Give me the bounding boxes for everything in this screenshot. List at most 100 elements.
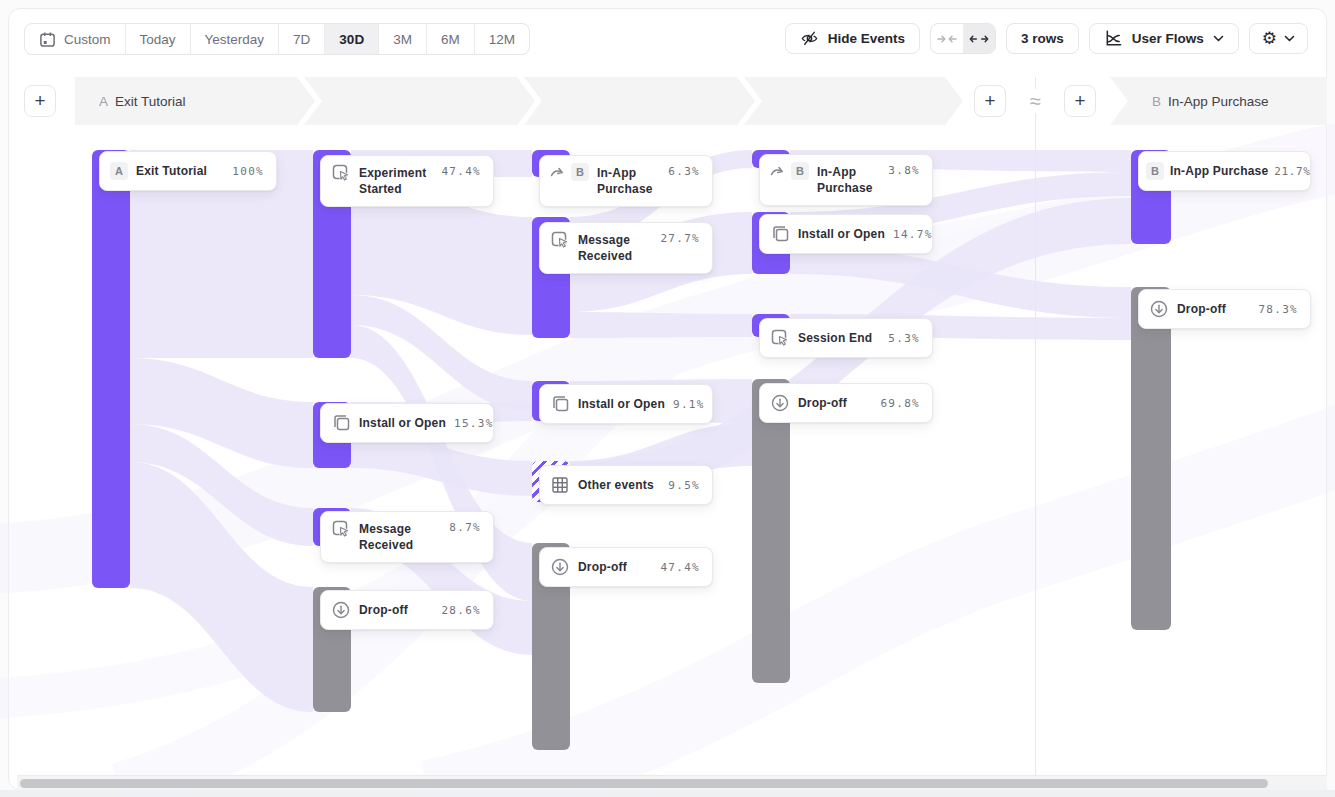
step-header-2[interactable]	[304, 77, 535, 125]
event-label: Message Received	[578, 232, 652, 264]
event-percentage: 8.7%	[449, 521, 481, 534]
flow-card-other-events[interactable]: Other events9.5%	[539, 465, 713, 505]
flow-card-message-received[interactable]: Message Received 8.7%	[320, 511, 494, 563]
event-cursor-icon	[770, 328, 790, 348]
add-step-left-button[interactable]: +	[24, 85, 56, 117]
date-range-label: 30D	[339, 32, 364, 47]
date-range-label: Today	[140, 32, 176, 47]
event-percentage: 47.4%	[441, 165, 481, 178]
event-percentage: 21.7%	[1274, 165, 1310, 178]
date-range-label: Custom	[64, 32, 111, 47]
flow-card-exit-tutorial[interactable]: A Exit Tutorial 100%	[99, 151, 277, 191]
hide-events-label: Hide Events	[828, 31, 905, 46]
step-header-4[interactable]	[744, 77, 963, 125]
view-selector-label: User Flows	[1132, 31, 1204, 46]
step-letter: A	[99, 94, 108, 109]
date-range-7d[interactable]: 7D	[278, 24, 324, 54]
step-name: In-App Purchase	[1168, 94, 1269, 109]
date-range-selector: Custom Today Yesterday 7D 30D 3M 6M12M	[24, 23, 530, 55]
drop-off-icon	[770, 393, 790, 413]
event-label: In-App Purchase	[1170, 163, 1268, 179]
horizontal-scrollbar[interactable]	[17, 775, 1327, 790]
jump-arrow-icon	[550, 165, 565, 179]
event-percentage: 78.3%	[1258, 303, 1298, 316]
step-header-exit-tutorial[interactable]: A Exit Tutorial	[75, 77, 315, 125]
event-percentage: 47.4%	[660, 561, 700, 574]
window-edge	[0, 790, 1335, 797]
width-toggle	[930, 23, 996, 54]
date-range-today[interactable]: Today	[125, 24, 190, 54]
event-percentage: 100%	[232, 165, 264, 178]
flow-card-session-end[interactable]: Session End5.3%	[759, 318, 933, 358]
approx-icon: ≈	[1024, 89, 1047, 113]
expand-columns-button[interactable]	[963, 24, 995, 53]
expand-arrows-icon	[969, 32, 989, 46]
date-range-label: 7D	[293, 32, 310, 47]
event-percentage: 28.6%	[441, 604, 481, 617]
section-divider	[1035, 77, 1036, 775]
event-label: Drop-off	[798, 395, 872, 411]
step-header-3[interactable]	[524, 77, 755, 125]
step-header-in-app-purchase[interactable]: B In-App Purchase	[1110, 77, 1327, 125]
event-percentage: 3.8%	[888, 164, 920, 177]
flow-card-message-received[interactable]: Message Received27.7%	[539, 222, 713, 274]
event-label: Drop-off	[1177, 301, 1250, 317]
calendar-icon	[39, 31, 56, 48]
rows-label: 3 rows	[1021, 31, 1064, 46]
flow-card-in-app-purchase[interactable]: BIn-App Purchase3.8%	[759, 154, 933, 206]
view-selector[interactable]: User Flows	[1089, 23, 1239, 54]
flow-card-drop-off[interactable]: Drop-off69.8%	[759, 383, 933, 423]
flow-card-install-or-open[interactable]: Install or Open14.7%	[759, 214, 933, 254]
event-label: Message Received	[359, 521, 441, 553]
flow-card-drop-off[interactable]: Drop-off 47.4%	[539, 547, 713, 587]
flow-bar-exit-tutorial[interactable]	[92, 150, 130, 588]
event-label: In-App Purchase	[597, 165, 660, 197]
event-percentage: 9.5%	[668, 479, 700, 492]
add-step-after-a-button[interactable]: +	[974, 85, 1006, 117]
date-range-6m[interactable]: 6M	[426, 24, 474, 54]
gear-icon: ⚙	[1262, 30, 1277, 47]
jump-arrow-icon	[770, 164, 785, 178]
chevron-down-icon	[1213, 35, 1224, 42]
toolbar-right: Hide Events 3 rows	[785, 23, 1308, 54]
event-label: Exit Tutorial	[136, 163, 224, 179]
settings-dropdown[interactable]: ⚙	[1249, 23, 1308, 54]
date-range-12m[interactable]: 12M	[474, 24, 529, 54]
event-label: Drop-off	[578, 559, 652, 575]
flow-card-install-or-open[interactable]: Install or Open15.3%	[320, 403, 494, 443]
event-cursor-icon	[331, 519, 351, 539]
rows-button[interactable]: 3 rows	[1006, 23, 1079, 54]
install-icon	[550, 394, 570, 414]
compress-columns-button[interactable]	[931, 24, 963, 53]
scrollbar-thumb[interactable]	[20, 779, 1268, 788]
flow-card-in-app-purchase[interactable]: BIn-App Purchase6.3%	[539, 155, 713, 207]
flow-card-install-or-open[interactable]: Install or Open9.1%	[539, 384, 713, 424]
hide-events-button[interactable]: Hide Events	[785, 23, 920, 54]
date-range-30d[interactable]: 30D	[324, 24, 378, 54]
event-percentage: 9.1%	[673, 398, 705, 411]
drop-off-icon	[331, 600, 351, 620]
flow-bar-drop-off[interactable]	[752, 379, 790, 683]
add-step-before-b-button[interactable]: +	[1064, 85, 1096, 117]
chevron-down-icon	[1284, 35, 1295, 42]
compress-arrows-icon	[937, 32, 957, 46]
date-range-label: 3M	[393, 32, 412, 47]
flow-card-in-app-purchase[interactable]: BIn-App Purchase21.7%	[1138, 151, 1311, 191]
event-label: In-App Purchase	[817, 164, 880, 196]
step-name: Exit Tutorial	[115, 94, 186, 109]
event-cursor-icon	[331, 163, 351, 183]
flow-bar-drop-off[interactable]	[1131, 287, 1171, 630]
step-letter-badge: A	[110, 162, 128, 180]
flow-card-drop-off[interactable]: Drop-off 78.3%	[1138, 289, 1311, 329]
flow-card-drop-off[interactable]: Drop-off28.6%	[320, 590, 494, 630]
date-range-yesterday[interactable]: Yesterday	[190, 24, 279, 54]
drop-off-icon	[1149, 299, 1169, 319]
date-range-custom[interactable]: Custom	[25, 24, 125, 54]
date-range-label: Yesterday	[205, 32, 265, 47]
drop-off-icon	[550, 557, 570, 577]
date-range-3m[interactable]: 3M	[378, 24, 426, 54]
step-letter: B	[1152, 94, 1161, 109]
event-percentage: 14.7%	[893, 228, 933, 241]
event-percentage: 5.3%	[888, 332, 920, 345]
flow-card-experiment-started[interactable]: Experiment Started47.4%	[320, 155, 494, 207]
